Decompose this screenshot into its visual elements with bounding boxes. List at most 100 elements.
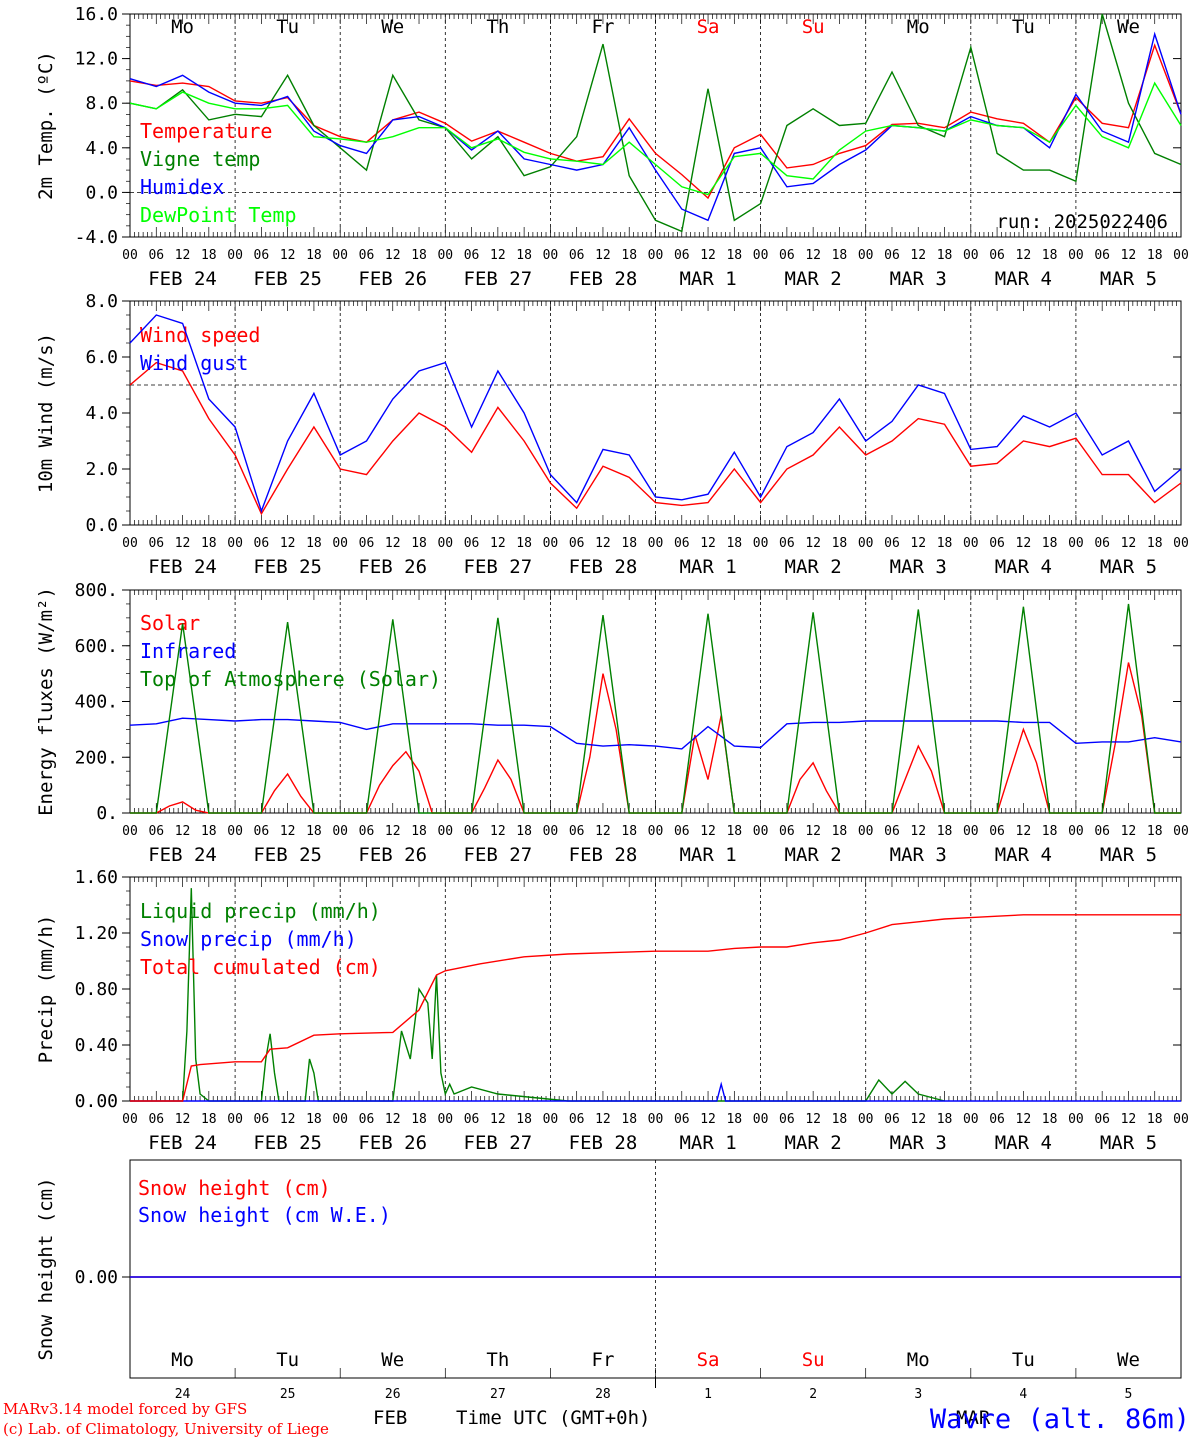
hour-label: 18 bbox=[937, 1112, 953, 1127]
date-label: MAR 3 bbox=[890, 844, 947, 866]
wind-ylabel: 10m Wind (m/s) bbox=[35, 333, 57, 493]
hour-label: 00 bbox=[437, 248, 453, 263]
hour-label: 12 bbox=[385, 824, 401, 839]
hour-label: 12 bbox=[595, 824, 611, 839]
hour-label: 06 bbox=[464, 1112, 480, 1127]
y-tick-label: 16.0 bbox=[75, 4, 118, 25]
hour-label: 12 bbox=[490, 1112, 506, 1127]
hour-label: 18 bbox=[516, 1112, 532, 1127]
hour-label: 06 bbox=[569, 536, 585, 551]
hour-label: 00 bbox=[122, 536, 138, 551]
temperature-panel: -4.0 0.0 4.0 8.0 12.0 16.0 2m Temp. (ºC) Temper… bbox=[35, 4, 1189, 290]
date-label: MAR 3 bbox=[890, 268, 947, 290]
weekday-label: Tu bbox=[276, 16, 299, 38]
y-tick-label: 0.40 bbox=[75, 1035, 118, 1056]
date-label: MAR 3 bbox=[890, 556, 947, 578]
date-label: MAR 5 bbox=[1100, 844, 1157, 866]
hour-label: 12 bbox=[700, 1112, 716, 1127]
hour-label: 00 bbox=[1173, 248, 1189, 263]
weekday-label: Tu bbox=[1012, 1349, 1035, 1371]
date-label: MAR 1 bbox=[679, 268, 736, 290]
series-line-vigne-temp bbox=[129, 13, 1182, 233]
energy-ylabel: Energy fluxes (W/m²) bbox=[35, 587, 57, 816]
weekday-label: Mo bbox=[907, 16, 930, 38]
hour-label: 18 bbox=[411, 1112, 427, 1127]
run-label: run: 2025022406 bbox=[996, 211, 1168, 233]
weekday-label: Mo bbox=[907, 1349, 930, 1371]
y-tick-label: 8.0 bbox=[85, 93, 118, 114]
hour-label: 18 bbox=[306, 248, 322, 263]
hour-label: 18 bbox=[621, 248, 637, 263]
hour-label: 18 bbox=[306, 824, 322, 839]
hour-label: 00 bbox=[227, 1112, 243, 1127]
hour-label: 00 bbox=[437, 536, 453, 551]
weekday-label: Tu bbox=[1012, 16, 1035, 38]
hour-label: 06 bbox=[359, 248, 375, 263]
series-line-top-of-atmosphere-solar- bbox=[130, 603, 1181, 814]
legend-entry: Liquid precip (mm/h) bbox=[140, 899, 381, 923]
hour-label: 06 bbox=[1094, 248, 1110, 263]
hour-label: 00 bbox=[963, 1112, 979, 1127]
hour-label: 06 bbox=[359, 824, 375, 839]
footer-month2: MAR bbox=[956, 1407, 991, 1429]
day-number-label: 3 bbox=[914, 1387, 922, 1402]
hour-label: 06 bbox=[569, 1112, 585, 1127]
hour-label: 06 bbox=[989, 248, 1005, 263]
day-number-label: 28 bbox=[595, 1387, 611, 1402]
date-label: FEB 25 bbox=[253, 1132, 322, 1154]
hour-label: 12 bbox=[280, 248, 296, 263]
hour-label: 00 bbox=[122, 824, 138, 839]
date-label: FEB 24 bbox=[148, 1132, 217, 1154]
hour-label: 06 bbox=[884, 1112, 900, 1127]
date-label: MAR 3 bbox=[890, 1132, 947, 1154]
precip-ylabel: Precip (mm/h) bbox=[35, 915, 57, 1064]
date-label: FEB 24 bbox=[148, 844, 217, 866]
hour-label: 12 bbox=[805, 824, 821, 839]
hour-label: 00 bbox=[963, 248, 979, 263]
hour-label: 18 bbox=[726, 1112, 742, 1127]
day-number-label: 5 bbox=[1125, 1387, 1133, 1402]
hour-label: 06 bbox=[884, 536, 900, 551]
hour-label: 00 bbox=[227, 824, 243, 839]
hour-label: 06 bbox=[464, 824, 480, 839]
date-label: FEB 27 bbox=[464, 844, 533, 866]
hour-label: 18 bbox=[201, 248, 217, 263]
date-label: FEB 24 bbox=[148, 268, 217, 290]
date-label: FEB 26 bbox=[358, 1132, 427, 1154]
date-label: FEB 26 bbox=[358, 844, 427, 866]
hour-label: 12 bbox=[175, 1112, 191, 1127]
hour-label: 12 bbox=[595, 248, 611, 263]
hour-label: 06 bbox=[254, 824, 270, 839]
hour-label: 18 bbox=[832, 536, 848, 551]
hour-label: 12 bbox=[175, 248, 191, 263]
hour-label: 06 bbox=[254, 1112, 270, 1127]
date-label: FEB 28 bbox=[569, 556, 638, 578]
legend-entry: Vigne temp bbox=[140, 147, 260, 171]
hour-label: 18 bbox=[832, 248, 848, 263]
hour-label: 06 bbox=[1094, 536, 1110, 551]
weekday-label: We bbox=[1117, 1349, 1140, 1371]
hour-label: 18 bbox=[726, 824, 742, 839]
hour-label: 12 bbox=[1121, 248, 1137, 263]
date-label: FEB 25 bbox=[253, 844, 322, 866]
day-number-label: 25 bbox=[280, 1387, 296, 1402]
date-label: MAR 2 bbox=[785, 268, 842, 290]
hour-label: 18 bbox=[411, 248, 427, 263]
hour-label: 00 bbox=[1068, 824, 1084, 839]
hour-label: 06 bbox=[674, 248, 690, 263]
hour-label: 06 bbox=[989, 536, 1005, 551]
hour-label: 00 bbox=[753, 1112, 769, 1127]
legend-entry: Temperature bbox=[140, 119, 272, 143]
y-tick-label: 0.00 bbox=[75, 1267, 118, 1288]
date-label: MAR 4 bbox=[995, 1132, 1052, 1154]
legend-entry: DewPoint Temp bbox=[140, 203, 297, 227]
series-line-snow-precip-mm-h- bbox=[130, 1081, 1181, 1102]
hour-label: 00 bbox=[648, 248, 664, 263]
hour-label: 12 bbox=[175, 536, 191, 551]
date-label: MAR 4 bbox=[995, 268, 1052, 290]
hour-label: 06 bbox=[989, 824, 1005, 839]
hour-label: 12 bbox=[280, 824, 296, 839]
hour-label: 06 bbox=[254, 536, 270, 551]
hour-label: 00 bbox=[1068, 536, 1084, 551]
hour-label: 06 bbox=[464, 248, 480, 263]
